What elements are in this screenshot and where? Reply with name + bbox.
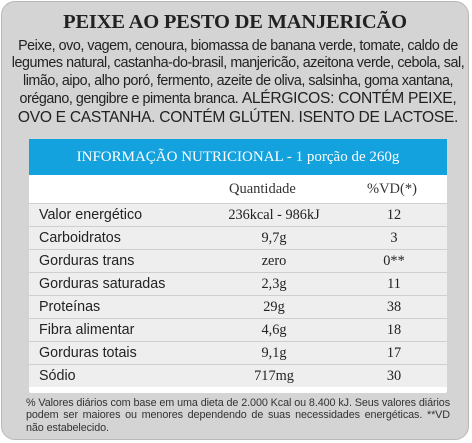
footnote: % Valores diários com base em uma dieta … [26, 397, 450, 434]
column-header-quantity: Quantidade [229, 181, 296, 197]
nutrient-quantity: 29g [263, 299, 285, 315]
nutrient-name: Sódio [39, 368, 76, 384]
nutrient-vd: 11 [387, 276, 401, 292]
nutrition-table: INFORMAÇÃO NUTRICIONAL - 1 porção de 260… [29, 139, 447, 393]
table-row: Gorduras totais 9,1g 17 [29, 341, 447, 364]
nutrient-quantity: 4,6g [261, 322, 287, 338]
allergens-warning: ALÉRGICOS: CONTÉM PEIXE, OVO E CASTANHA.… [17, 90, 459, 126]
ingredients-text: Peixe, ovo, vagem, cenoura, biomassa de … [7, 38, 469, 127]
column-header-vd: %VD(*) [367, 181, 417, 197]
column-headers: Quantidade %VD(*) [29, 181, 447, 199]
table-row: Fibra alimentar 4,6g 18 [29, 318, 447, 341]
nutrient-name: Gorduras totais [39, 345, 137, 361]
nutrient-name: Gorduras trans [39, 253, 135, 269]
table-row: Gorduras trans zero 0** [29, 249, 447, 272]
table-row: Sódio 717mg 30 [29, 364, 447, 387]
nutrient-name: Proteínas [39, 299, 101, 315]
table-row: Carboidratos 9,7g 3 [29, 226, 447, 249]
nutrient-vd: 38 [386, 299, 402, 315]
nutrient-vd: 18 [386, 322, 402, 338]
table-header: INFORMAÇÃO NUTRICIONAL - 1 porção de 260… [29, 139, 447, 175]
nutrient-vd: 12 [386, 207, 402, 223]
nutrient-name: Gorduras saturadas [39, 276, 166, 292]
nutrient-name: Carboidratos [39, 230, 121, 246]
nutrient-quantity: 9,7g [261, 230, 287, 246]
nutrient-name: Valor energético [39, 207, 143, 223]
nutrient-quantity: 717mg [254, 368, 294, 384]
nutrient-quantity: zero [261, 253, 287, 269]
nutrient-vd: 30 [386, 368, 402, 384]
nutrient-vd: 0** [383, 253, 405, 269]
nutrient-quantity: 2,3g [261, 276, 287, 292]
nutrient-vd: 3 [390, 230, 398, 246]
table-row: Proteínas 29g 38 [29, 295, 447, 318]
nutrient-vd: 17 [386, 345, 402, 361]
table-row: Gorduras saturadas 2,3g 11 [29, 272, 447, 295]
nutrient-name: Fibra alimentar [39, 322, 135, 338]
nutrient-quantity: 9,1g [261, 345, 287, 361]
table-row: Valor energético 236kcal - 986kJ 12 [29, 203, 447, 226]
nutrient-quantity: 236kcal - 986kJ [228, 207, 320, 223]
product-title: PEIXE AO PESTO DE MANJERICÃO [63, 11, 407, 33]
ingredients-list: Peixe, ovo, vagem, cenoura, biomassa de … [11, 38, 465, 108]
